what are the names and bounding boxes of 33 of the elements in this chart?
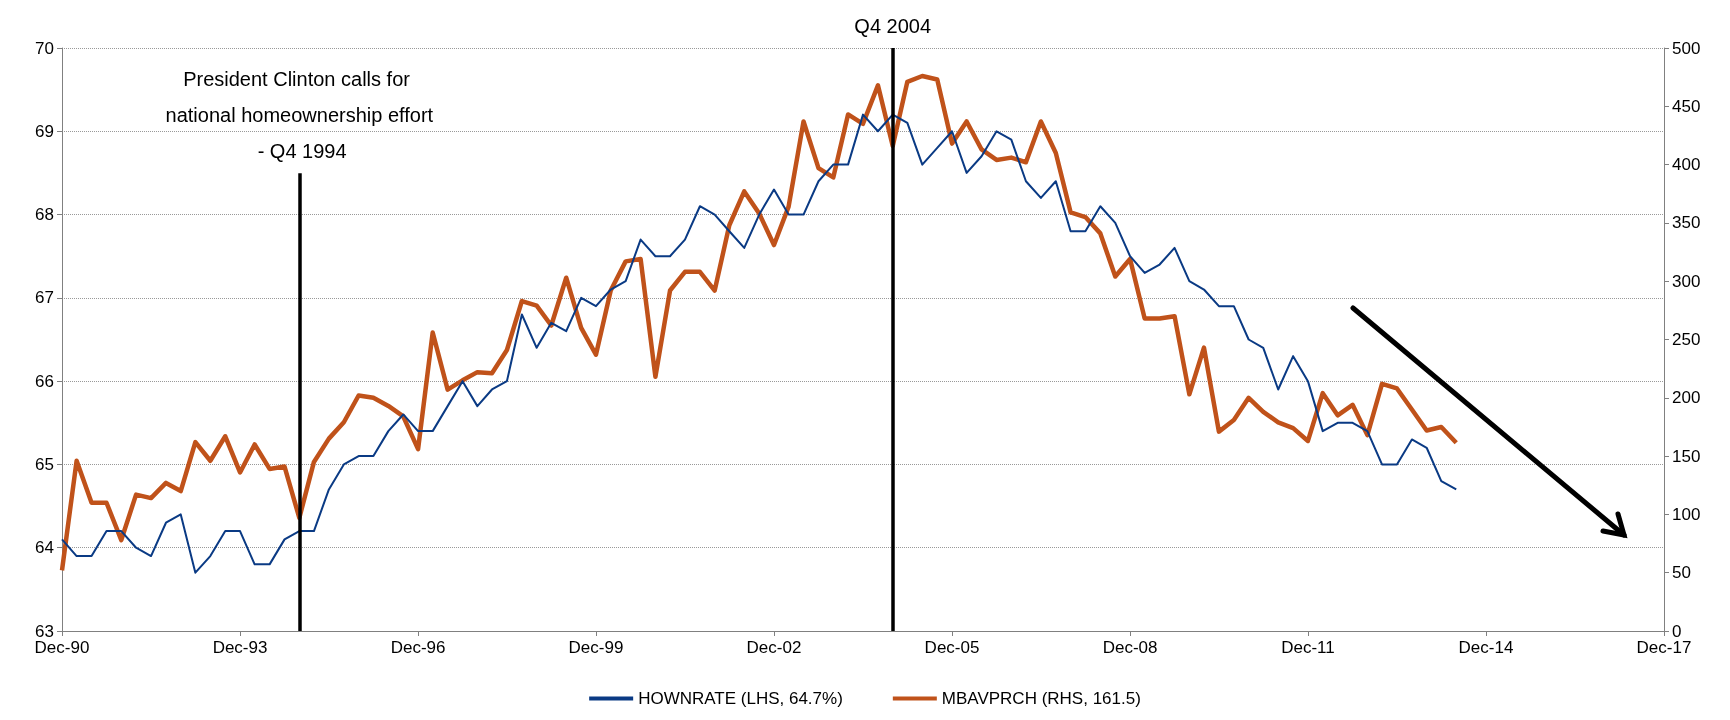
x-tick-label: Dec-02 — [746, 638, 802, 657]
y2-tick-label: 400 — [1672, 155, 1701, 175]
y-tick-label: 69 — [35, 121, 54, 141]
x-tick-label: Dec-05 — [924, 638, 980, 657]
x-tick-label: Dec-11 — [1281, 638, 1335, 657]
y-tick-label: 67 — [35, 288, 54, 308]
x-tick-label: Dec-99 — [568, 638, 624, 657]
ref-line-label: Q4 2004 — [854, 15, 932, 37]
ref-line-label: President Clinton calls for national homeownership effort - Q4 1994 — [165, 68, 434, 163]
y2-tick-label: 200 — [1672, 388, 1701, 408]
y-tick-label: 64 — [35, 538, 54, 558]
y2-tick-label: 150 — [1672, 446, 1701, 466]
y-tick-label: 63 — [35, 621, 54, 641]
y-tick-label: 70 — [35, 38, 54, 58]
y-tick-label: 65 — [35, 454, 54, 474]
y2-tick-label: 100 — [1672, 504, 1701, 524]
legend-label: HOWNRATE (LHS, 64.7%) — [638, 689, 843, 708]
x-tick-label: Dec-14 — [1458, 638, 1514, 657]
legend-label: MBAVPRCH (RHS, 161.5) — [941, 689, 1141, 708]
x-tick-label: Dec-90 — [34, 638, 90, 657]
y2-tick-label: 500 — [1672, 38, 1701, 58]
y2-tick-label: 250 — [1672, 330, 1701, 349]
y-tick-label: 68 — [35, 205, 54, 225]
x-tick-label: Dec-93 — [212, 638, 268, 657]
y2-tick-label: 0 — [1672, 621, 1682, 641]
x-tick-label: Dec-96 — [390, 638, 446, 657]
x-tick-label: Dec-08 — [1102, 638, 1158, 657]
y2-tick-label: 300 — [1672, 271, 1701, 291]
y2-tick-label: 350 — [1672, 213, 1701, 233]
x-tick-label: Dec-17 — [1636, 638, 1692, 657]
y2-tick-label: 450 — [1672, 96, 1701, 116]
y-tick-label: 66 — [35, 371, 54, 391]
y2-tick-label: 50 — [1672, 563, 1691, 583]
